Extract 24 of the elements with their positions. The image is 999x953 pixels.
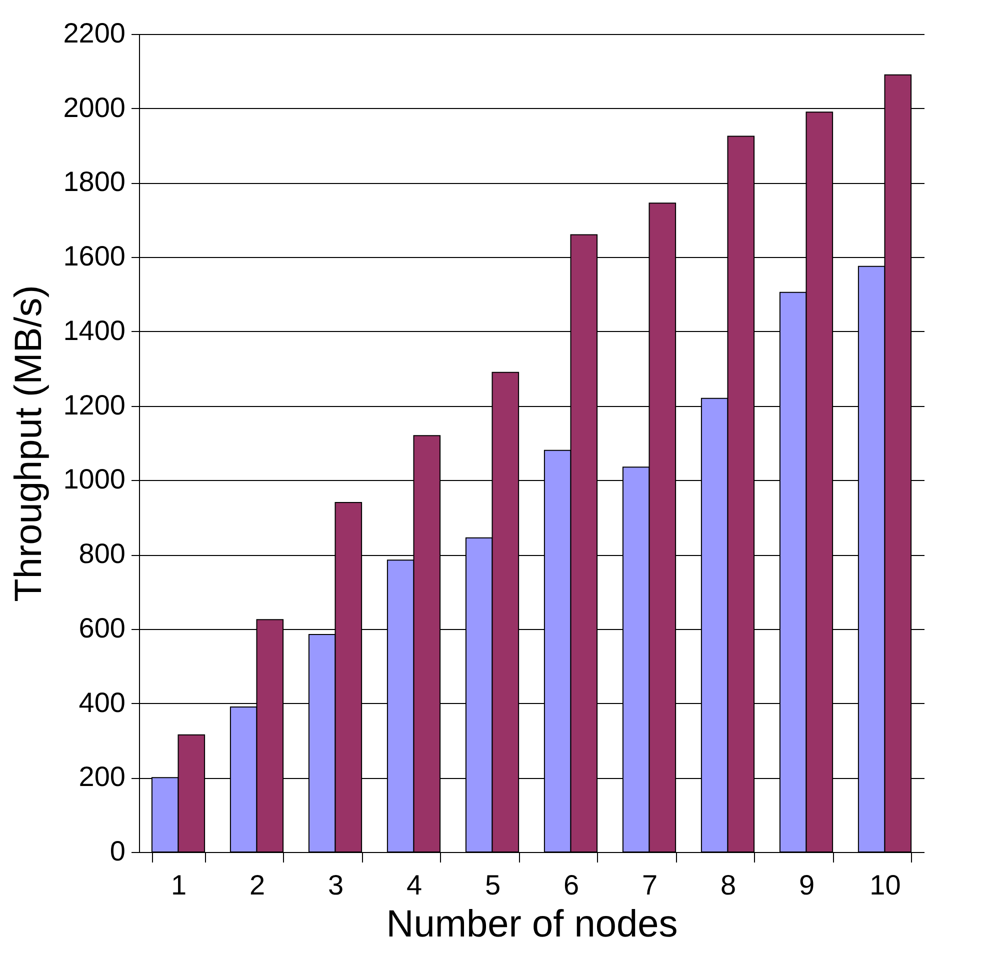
x-tick-label: 10 [870, 870, 901, 900]
y-tick-label: 1000 [63, 464, 126, 495]
y-tick-label: 0 [110, 836, 126, 866]
x-tick-label: 6 [563, 870, 580, 900]
y-tick-label: 800 [78, 538, 126, 570]
x-tick-label: 4 [406, 870, 422, 900]
x-tick-label: 5 [484, 870, 501, 900]
y-tick-label: 2000 [63, 92, 126, 123]
x-tick-label: 8 [720, 870, 736, 900]
y-tick-label: 1600 [63, 240, 126, 272]
x-tick-label: 1 [170, 870, 187, 900]
x-tick-label: 9 [798, 870, 815, 900]
y-tick-label: 600 [78, 612, 126, 644]
x-tick-label: 7 [642, 870, 658, 900]
x-axis-title: Number of nodes [386, 904, 678, 946]
y-tick-label: 2200 [63, 18, 126, 48]
y-axis-title: Throughput (MB/s) [8, 285, 50, 602]
y-tick-label: 1400 [63, 314, 126, 346]
x-tick-label: 2 [249, 870, 266, 900]
y-tick-label: 1800 [63, 166, 126, 198]
y-tick-label: 1200 [63, 389, 126, 420]
y-tick-label: 200 [78, 761, 126, 792]
y-tick-label: 400 [78, 686, 126, 718]
x-tick-label: 3 [328, 870, 344, 900]
